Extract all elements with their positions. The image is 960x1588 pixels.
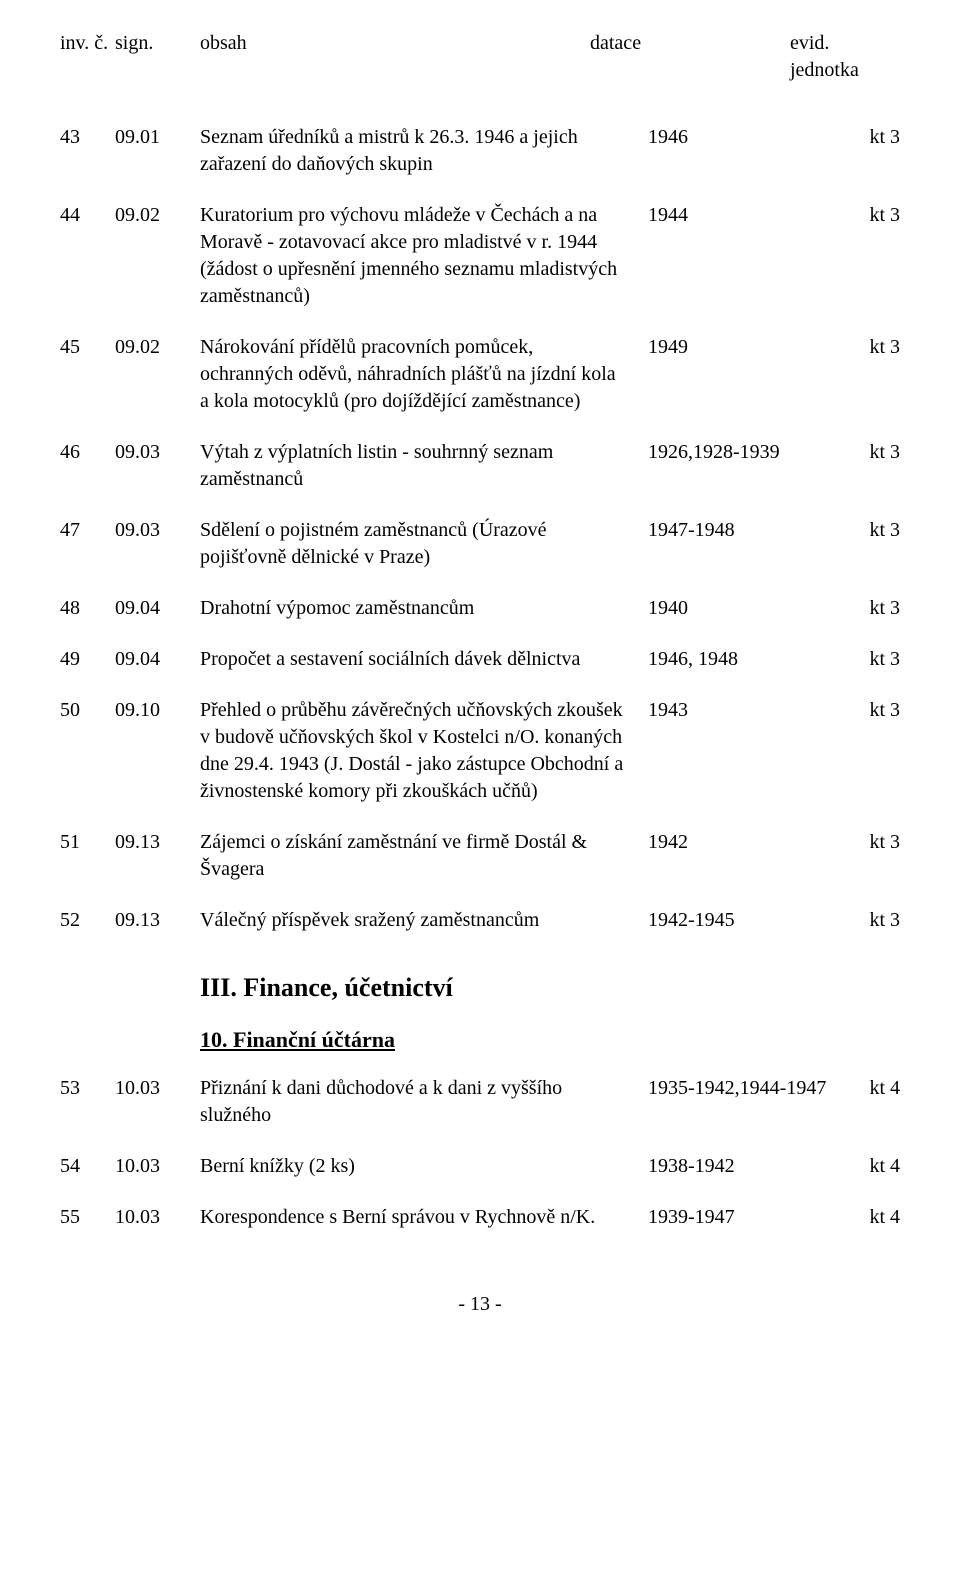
cell-sign: 10.03 [115, 1153, 200, 1180]
cell-evid: kt 3 [848, 907, 900, 934]
table-header: inv. č. sign. obsah datace evid. jednotk… [60, 30, 900, 84]
cell-evid: kt 4 [848, 1204, 900, 1231]
cell-inv: 47 [60, 517, 115, 544]
cell-datace: 1935-1942,1944-1947 [648, 1075, 848, 1102]
cell-obsah: Seznam úředníků a mistrů k 26.3. 1946 a … [200, 124, 648, 178]
cell-inv: 48 [60, 595, 115, 622]
cell-evid: kt 4 [848, 1075, 900, 1102]
cell-sign: 09.04 [115, 646, 200, 673]
cell-datace: 1942-1945 [648, 907, 848, 934]
cell-inv: 45 [60, 334, 115, 361]
cell-inv: 54 [60, 1153, 115, 1180]
cell-evid: kt 3 [848, 334, 900, 361]
table-row: 4709.03Sdělení o pojistném zaměstnanců (… [60, 517, 900, 571]
table-row: 5510.03Korespondence s Berní správou v R… [60, 1204, 900, 1231]
cell-evid: kt 3 [848, 439, 900, 466]
cell-datace: 1946, 1948 [648, 646, 848, 673]
cell-datace: 1949 [648, 334, 848, 361]
table-row: 4609.03Výtah z výplatních listin - souhr… [60, 439, 900, 493]
cell-obsah: Válečný příspěvek sražený zaměstnancům [200, 907, 648, 934]
cell-datace: 1938-1942 [648, 1153, 848, 1180]
header-inv: inv. č. [60, 30, 115, 84]
cell-evid: kt 3 [848, 595, 900, 622]
cell-sign: 09.01 [115, 124, 200, 151]
table-row: 4809.04Drahotní výpomoc zaměstnancům1940… [60, 595, 900, 622]
subsection-title: 10. Finanční účtárna [200, 1025, 900, 1055]
cell-datace: 1942 [648, 829, 848, 856]
cell-evid: kt 3 [848, 646, 900, 673]
cell-inv: 46 [60, 439, 115, 466]
cell-obsah: Výtah z výplatních listin - souhrnný sez… [200, 439, 648, 493]
table-row: 5009.10Přehled o průběhu závěrečných učň… [60, 697, 900, 805]
table-row: 4909.04Propočet a sestavení sociálních d… [60, 646, 900, 673]
cell-obsah: Propočet a sestavení sociálních dávek dě… [200, 646, 648, 673]
cell-obsah: Berní knížky (2 ks) [200, 1153, 648, 1180]
table-row: 4409.02Kuratorium pro výchovu mládeže v … [60, 202, 900, 310]
cell-inv: 49 [60, 646, 115, 673]
cell-sign: 09.03 [115, 517, 200, 544]
header-obsah: obsah [200, 30, 590, 84]
cell-sign: 10.03 [115, 1204, 200, 1231]
table-row: 4309.01Seznam úředníků a mistrů k 26.3. … [60, 124, 900, 178]
cell-sign: 09.13 [115, 829, 200, 856]
cell-sign: 09.02 [115, 202, 200, 229]
cell-datace: 1946 [648, 124, 848, 151]
table-row: 5410.03Berní knížky (2 ks)1938-1942kt 4 [60, 1153, 900, 1180]
cell-inv: 43 [60, 124, 115, 151]
header-datace: datace [590, 30, 790, 84]
header-evid: evid. jednotka [790, 30, 900, 84]
cell-evid: kt 3 [848, 829, 900, 856]
cell-datace: 1943 [648, 697, 848, 724]
cell-inv: 51 [60, 829, 115, 856]
cell-sign: 10.03 [115, 1075, 200, 1102]
cell-sign: 09.03 [115, 439, 200, 466]
cell-sign: 09.04 [115, 595, 200, 622]
cell-datace: 1939-1947 [648, 1204, 848, 1231]
cell-datace: 1947-1948 [648, 517, 848, 544]
cell-datace: 1940 [648, 595, 848, 622]
cell-obsah: Nárokování přídělů pracovních pomůcek, o… [200, 334, 648, 415]
cell-evid: kt 4 [848, 1153, 900, 1180]
cell-evid: kt 3 [848, 124, 900, 151]
section-title: III. Finance, účetnictví [200, 970, 900, 1005]
cell-obsah: Sdělení o pojistném zaměstnanců (Úrazové… [200, 517, 648, 571]
cell-evid: kt 3 [848, 517, 900, 544]
table-row: 5310.03Přiznání k dani důchodové a k dan… [60, 1075, 900, 1129]
table-row: 4509.02Nárokování přídělů pracovních pom… [60, 334, 900, 415]
cell-evid: kt 3 [848, 202, 900, 229]
cell-sign: 09.13 [115, 907, 200, 934]
cell-inv: 55 [60, 1204, 115, 1231]
cell-inv: 53 [60, 1075, 115, 1102]
cell-obsah: Drahotní výpomoc zaměstnancům [200, 595, 648, 622]
cell-obsah: Kuratorium pro výchovu mládeže v Čechách… [200, 202, 648, 310]
cell-obsah: Zájemci o získání zaměstnání ve firmě Do… [200, 829, 648, 883]
cell-inv: 50 [60, 697, 115, 724]
cell-obsah: Přehled o průběhu závěrečných učňovských… [200, 697, 648, 805]
cell-datace: 1926,1928-1939 [648, 439, 848, 466]
table-row: 5109.13Zájemci o získání zaměstnání ve f… [60, 829, 900, 883]
cell-evid: kt 3 [848, 697, 900, 724]
page-number: - 13 - [60, 1291, 900, 1318]
cell-datace: 1944 [648, 202, 848, 229]
cell-inv: 44 [60, 202, 115, 229]
cell-inv: 52 [60, 907, 115, 934]
cell-sign: 09.02 [115, 334, 200, 361]
table-row: 5209.13Válečný příspěvek sražený zaměstn… [60, 907, 900, 934]
cell-obsah: Přiznání k dani důchodové a k dani z vyš… [200, 1075, 648, 1129]
cell-sign: 09.10 [115, 697, 200, 724]
cell-obsah: Korespondence s Berní správou v Rychnově… [200, 1204, 648, 1231]
header-sign: sign. [115, 30, 200, 84]
